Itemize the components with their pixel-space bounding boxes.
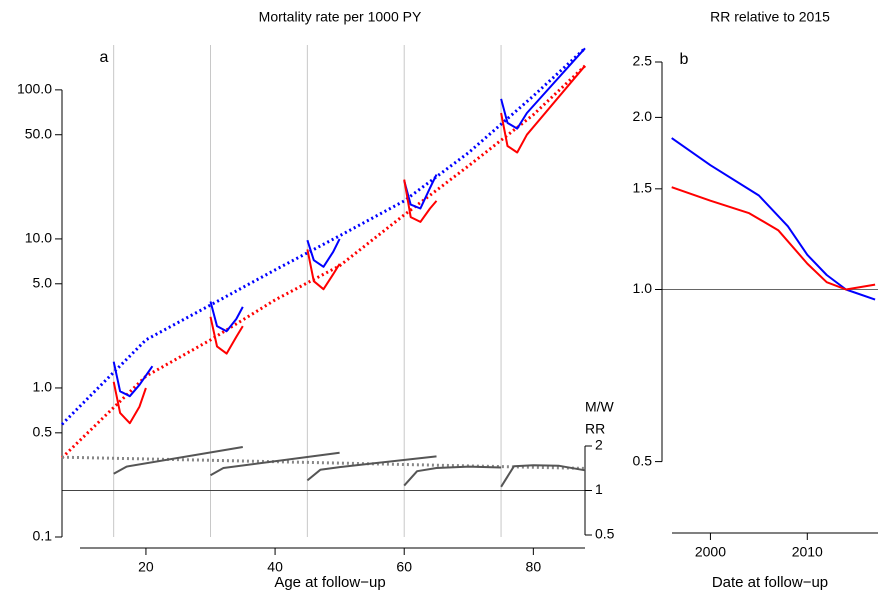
- data-line: [671, 186, 876, 291]
- y-tick-label: 100.0: [17, 81, 52, 97]
- x-axis-label: Date at follow−up: [712, 574, 828, 591]
- data-line: [671, 137, 876, 301]
- y2-tick-label: 1: [595, 481, 603, 497]
- y2-tick-label: 2: [595, 437, 603, 453]
- y2-axis-label: RR: [585, 421, 605, 437]
- y-tick-label: 2.0: [633, 108, 653, 124]
- data-line: [112, 47, 586, 398]
- data-line: [61, 455, 586, 470]
- y-tick-label: 1.0: [633, 280, 653, 296]
- x-axis-label: Age at follow−up: [274, 574, 385, 591]
- x-tick-label: 40: [267, 559, 283, 575]
- data-line: [60, 47, 587, 426]
- x-tick-label: 20: [138, 559, 154, 575]
- y-tick-label: 50.0: [25, 125, 52, 141]
- data-line: [113, 446, 586, 488]
- y-tick-label: 1.5: [633, 180, 653, 196]
- y-tick-label: 2.5: [633, 53, 653, 69]
- panel-label: b: [680, 51, 689, 68]
- x-tick-label: 60: [396, 559, 412, 575]
- y2-axis-label: M/W: [585, 399, 615, 415]
- x-tick-label: 80: [526, 559, 542, 575]
- data-line: [60, 64, 587, 459]
- data-line: [112, 65, 586, 425]
- y-tick-label: 5.0: [33, 274, 53, 290]
- chart-title: Mortality rate per 1000 PY: [259, 9, 422, 25]
- y-tick-label: 0.5: [33, 424, 53, 440]
- panel-label: a: [100, 49, 109, 66]
- chart-title: RR relative to 2015: [710, 9, 830, 25]
- y2-tick-label: 0.5: [595, 526, 615, 542]
- y-tick-label: 0.5: [633, 452, 653, 468]
- x-tick-label: 2010: [792, 544, 823, 560]
- y-tick-label: 1.0: [33, 379, 53, 395]
- y-tick-label: 10.0: [25, 230, 52, 246]
- y-tick-label: 0.1: [33, 528, 53, 544]
- x-tick-label: 2000: [695, 544, 726, 560]
